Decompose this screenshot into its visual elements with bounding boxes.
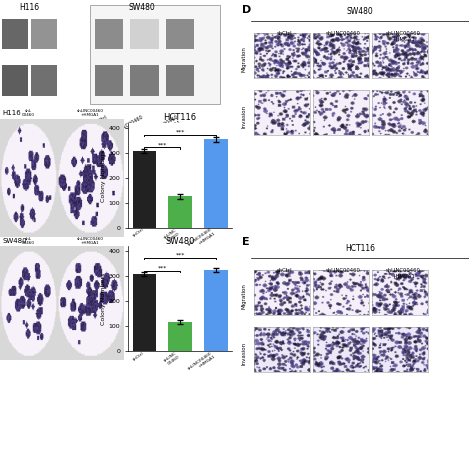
Bar (95, 65, 123, 96)
Text: H116: H116 (2, 110, 21, 116)
Bar (95, 18, 123, 49)
Text: shL
00460: shL 00460 (22, 237, 35, 246)
Text: ***: *** (175, 130, 185, 135)
Y-axis label: Colony Numbers: Colony Numbers (101, 149, 106, 201)
Text: shCtrl: shCtrl (94, 115, 109, 126)
Text: SW480: SW480 (129, 3, 155, 12)
Text: shLINC00460
+HMGA1: shLINC00460 +HMGA1 (385, 31, 420, 42)
Text: shLINC00460
+HMGA1: shLINC00460 +HMGA1 (77, 237, 103, 246)
Text: Migration: Migration (242, 46, 246, 72)
Bar (204, 270, 228, 351)
Y-axis label: Colony Numbers: Colony Numbers (101, 273, 106, 325)
Bar (2, 65, 28, 96)
Text: shCtrl: shCtrl (277, 268, 292, 273)
Text: Migration: Migration (242, 283, 246, 309)
Bar (133, 151, 156, 228)
Text: shLINC00460
+HMGA1: shLINC00460 +HMGA1 (77, 109, 103, 118)
Text: H116: H116 (19, 3, 39, 12)
Text: ***: *** (157, 265, 167, 270)
Bar (168, 197, 192, 228)
Text: shLINC00460: shLINC00460 (326, 268, 361, 273)
Text: shLINC00460: shLINC00460 (326, 31, 361, 36)
Text: Invasion: Invasion (242, 105, 246, 128)
Bar (31, 65, 57, 96)
Bar (166, 65, 194, 96)
Text: shLINC00460
+HMGA1: shLINC00460 +HMGA1 (385, 268, 420, 279)
Text: Invasion: Invasion (242, 342, 246, 365)
Bar (133, 274, 156, 351)
Title: HCT116: HCT116 (164, 113, 197, 122)
Bar (90, 5, 220, 104)
Bar (130, 65, 159, 96)
Text: shLINC00460
+HMGA1: shLINC00460 +HMGA1 (149, 115, 182, 140)
Bar (130, 18, 159, 49)
Text: SW480: SW480 (347, 7, 374, 16)
Bar (204, 139, 228, 228)
Bar (166, 18, 194, 49)
Text: SW480: SW480 (2, 238, 27, 244)
Text: shCtrl: shCtrl (277, 31, 292, 36)
Title: SW480: SW480 (165, 237, 195, 246)
Text: shL
00460: shL 00460 (22, 109, 35, 118)
Text: E: E (242, 237, 249, 247)
Bar (31, 18, 57, 49)
Bar (168, 322, 192, 351)
Text: ***: *** (175, 253, 185, 258)
Text: D: D (242, 5, 251, 15)
Text: HCT116: HCT116 (345, 244, 375, 253)
Text: shLINC00460: shLINC00460 (114, 115, 145, 135)
Bar (2, 18, 28, 49)
Text: ***: *** (157, 142, 167, 147)
